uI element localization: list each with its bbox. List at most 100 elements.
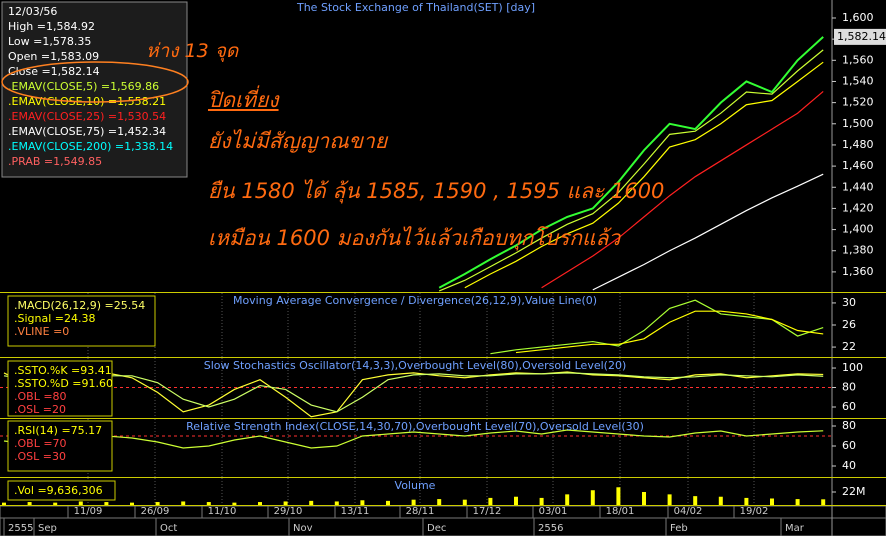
price-tag: [834, 28, 886, 45]
period-label: 2555: [8, 523, 33, 534]
date-label: 11/09: [74, 506, 103, 517]
volume-bar: [104, 502, 109, 505]
date-label: 17/12: [473, 506, 502, 517]
legend-entry: .Signal =24.38: [14, 312, 96, 325]
y-tick-label: 22M: [842, 485, 866, 498]
legend-entry: .SSTO.%D =91.60: [14, 377, 113, 390]
volume-bar: [718, 496, 723, 505]
legend-entry: 12/03/56: [8, 5, 57, 18]
y-tick-label: 1,560: [842, 53, 874, 66]
y-tick-label: 80: [842, 419, 856, 432]
date-label: 13/11: [341, 506, 370, 517]
volume-bar: [565, 494, 570, 505]
legend-entry: .EMAV(CLOSE,75) =1,452.34: [8, 125, 166, 138]
volume-bar: [27, 502, 32, 505]
volume-bar: [770, 498, 774, 505]
volume-bar: [2, 502, 6, 505]
volume-bar: [667, 494, 672, 505]
y-tick-label: 1,520: [842, 96, 874, 109]
y-tick-label: 1,360: [842, 265, 874, 278]
date-label: 04/02: [674, 506, 703, 517]
volume-bar: [642, 492, 646, 505]
annotation: ปิดเที่ยง: [208, 88, 279, 112]
volume-bar: [795, 499, 800, 505]
plot: [0, 371, 832, 418]
series-line: [592, 173, 824, 291]
legend-entry: .VLINE =0: [14, 325, 69, 338]
legend-entry: Open =1,583.09: [8, 50, 99, 63]
series-line: [3, 372, 824, 413]
legend-entry: .SSTO.%K =93.41: [14, 364, 112, 377]
pane-title: Moving Average Convergence / Divergence(…: [233, 294, 597, 307]
pane-title: The Stock Exchange of Thailand(SET) [day…: [296, 1, 535, 14]
y-tick-label: 30: [842, 296, 856, 309]
volume-bar: [744, 497, 749, 505]
y-tick-label: 1,600: [842, 11, 874, 24]
y-tick-label: 26: [842, 318, 856, 331]
y-tick-label: 1,460: [842, 159, 874, 172]
date-label: 19/02: [740, 506, 769, 517]
plot: [0, 429, 832, 449]
legend-entry: High =1,584.92: [8, 20, 95, 33]
pane-title: Relative Strength Index(CLOSE,14,30,70),…: [186, 420, 644, 433]
volume-bar: [181, 501, 186, 505]
annotation: ยังไม่มีสัญญาณขาย: [208, 129, 388, 153]
series-line: [464, 61, 824, 289]
series-line: [515, 310, 824, 354]
volume-bar: [821, 499, 826, 505]
volume-bar: [53, 502, 58, 505]
y-tick-label: 1,540: [842, 74, 874, 87]
pane-title: Volume: [395, 479, 436, 492]
annotation: ยืน 1580 ได้ ลุ้น 1585, 1590 , 1595 และ …: [208, 179, 665, 203]
legend-entry: .OBL =80: [14, 390, 67, 403]
volume-bar: [616, 487, 621, 505]
volume-bar: [462, 499, 467, 505]
y-tick-label: 100: [842, 361, 863, 374]
volume-bar: [539, 497, 544, 505]
date-label: 29/10: [274, 506, 303, 517]
series-line: [438, 49, 824, 292]
volume-bar: [283, 501, 288, 505]
date-label: 03/01: [539, 506, 568, 517]
series-line: [3, 429, 824, 449]
plot: [490, 299, 824, 355]
plot: [2, 487, 826, 505]
pane-title: Slow Stochastics Oscillator(14,3,3),Over…: [204, 359, 627, 372]
period-label: Feb: [670, 523, 688, 534]
date-label: 26/09: [141, 506, 170, 517]
legend-box: [1, 1, 188, 178]
y-tick-label: 60: [842, 439, 856, 452]
y-tick-label: 1,380: [842, 244, 874, 257]
y-tick-label: 60: [842, 400, 856, 413]
legend-entry: .Vol =9,636,306: [14, 484, 103, 497]
volume-bar: [334, 501, 339, 505]
period-label: Oct: [160, 523, 177, 534]
volume-bar: [514, 496, 518, 505]
legend-box: [7, 480, 116, 501]
series-line: [3, 371, 824, 418]
annotation: เหมือน 1600 มองกันไว้แล้วเกือบทุกโบรกแล้…: [208, 226, 621, 250]
legend-entry: Close =1,582.14: [8, 65, 100, 78]
volume-bar: [386, 500, 390, 505]
legend-entry: .EMAV(CLOSE,25) =1,530.54: [8, 110, 166, 123]
period-label: Mar: [785, 523, 805, 534]
annotation: ห่าง 13 จุด: [146, 40, 239, 62]
volume-bar: [206, 502, 211, 505]
plot: [438, 36, 824, 292]
volume-bar: [78, 501, 83, 505]
price-tag-label: 1,582.14: [837, 30, 886, 43]
highlight-ellipse: [1, 61, 189, 103]
date-label: 18/01: [606, 506, 635, 517]
volume-bar: [693, 496, 698, 505]
legend-box: [7, 360, 113, 417]
legend-box: [7, 295, 156, 347]
legend-box: [7, 420, 113, 472]
period-label: Nov: [293, 523, 313, 534]
y-tick-label: 40: [842, 459, 856, 472]
volume-bar: [488, 497, 493, 505]
legend-entry: .OSL =20: [14, 403, 66, 416]
volume-bar: [130, 502, 134, 505]
y-tick-label: 1,420: [842, 201, 874, 214]
